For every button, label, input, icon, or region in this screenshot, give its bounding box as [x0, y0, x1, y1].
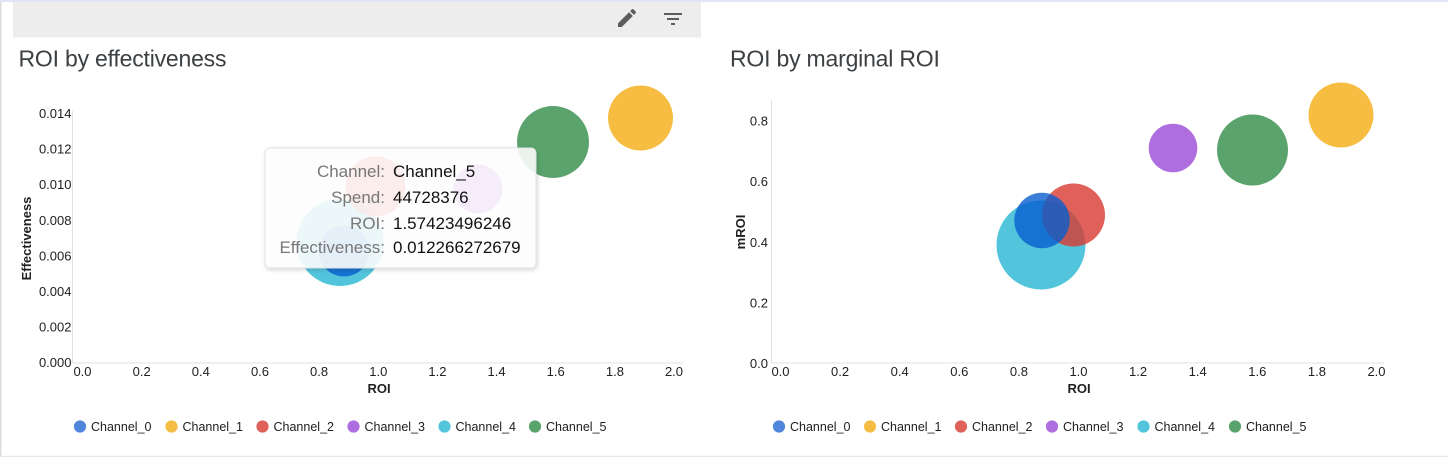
svg-text:0.4: 0.4 — [891, 364, 909, 379]
svg-text:0.014: 0.014 — [39, 106, 72, 121]
svg-text:Channel_5: Channel_5 — [546, 420, 607, 434]
svg-text:Channel_5: Channel_5 — [393, 162, 475, 181]
svg-text:44728376: 44728376 — [393, 188, 469, 207]
svg-text:Spend:: Spend: — [331, 188, 385, 207]
svg-text:0.0: 0.0 — [771, 364, 789, 379]
svg-text:0.008: 0.008 — [39, 213, 72, 228]
svg-text:0.012266272679: 0.012266272679 — [393, 238, 521, 257]
svg-text:0.0: 0.0 — [73, 364, 91, 379]
svg-text:0.2: 0.2 — [133, 364, 151, 379]
svg-text:Channel_1: Channel_1 — [183, 420, 244, 434]
svg-text:0.004: 0.004 — [39, 284, 72, 299]
svg-text:0.0: 0.0 — [750, 356, 768, 371]
svg-text:Channel_5: Channel_5 — [1246, 420, 1307, 434]
svg-text:Channel_3: Channel_3 — [1063, 420, 1124, 434]
svg-text:1.4: 1.4 — [1189, 364, 1207, 379]
svg-text:Effectiveness:: Effectiveness: — [279, 238, 385, 257]
svg-text:0.2: 0.2 — [831, 364, 849, 379]
svg-text:0.002: 0.002 — [39, 320, 72, 335]
svg-text:0.6: 0.6 — [950, 364, 968, 379]
svg-text:1.0: 1.0 — [1069, 364, 1087, 379]
svg-text:ROI by marginal ROI: ROI by marginal ROI — [730, 46, 940, 72]
svg-text:Channel_4: Channel_4 — [456, 420, 517, 434]
svg-text:ROI: ROI — [367, 381, 390, 396]
svg-text:0.4: 0.4 — [192, 364, 210, 379]
svg-text:1.2: 1.2 — [1129, 364, 1147, 379]
svg-text:ROI by effectiveness: ROI by effectiveness — [19, 46, 227, 72]
svg-text:0.000: 0.000 — [39, 355, 72, 370]
svg-text:1.6: 1.6 — [547, 364, 565, 379]
svg-text:1.8: 1.8 — [1308, 364, 1326, 379]
svg-text:Channel_2: Channel_2 — [274, 420, 335, 434]
svg-text:2.0: 2.0 — [1367, 364, 1385, 379]
svg-text:Channel_2: Channel_2 — [972, 420, 1033, 434]
svg-text:Channel_4: Channel_4 — [1155, 420, 1216, 434]
svg-text:Channel_3: Channel_3 — [365, 420, 426, 434]
svg-text:Channel_0: Channel_0 — [790, 420, 851, 434]
svg-text:0.8: 0.8 — [310, 364, 328, 379]
svg-text:Channel_0: Channel_0 — [91, 420, 152, 434]
svg-text:0.6: 0.6 — [750, 174, 768, 189]
svg-text:Effectiveness: Effectiveness — [19, 197, 34, 281]
svg-text:0.010: 0.010 — [39, 177, 72, 192]
svg-text:Channel_1: Channel_1 — [881, 420, 942, 434]
svg-text:0.8: 0.8 — [1010, 364, 1028, 379]
svg-text:Channel:: Channel: — [317, 162, 385, 181]
svg-text:1.57423496246: 1.57423496246 — [393, 214, 511, 233]
svg-text:mROI: mROI — [733, 215, 748, 250]
svg-text:0.4: 0.4 — [750, 235, 768, 250]
svg-text:1.2: 1.2 — [428, 364, 446, 379]
svg-text:ROI: ROI — [1067, 381, 1090, 396]
svg-text:ROI:: ROI: — [350, 214, 385, 233]
svg-text:0.2: 0.2 — [750, 296, 768, 311]
svg-text:0.8: 0.8 — [750, 113, 768, 128]
svg-text:2.0: 2.0 — [665, 364, 683, 379]
svg-text:1.0: 1.0 — [369, 364, 387, 379]
svg-text:1.6: 1.6 — [1248, 364, 1266, 379]
svg-text:1.4: 1.4 — [488, 364, 506, 379]
svg-text:0.012: 0.012 — [39, 142, 72, 157]
svg-text:0.006: 0.006 — [39, 248, 72, 263]
svg-text:1.8: 1.8 — [606, 364, 624, 379]
svg-text:0.6: 0.6 — [251, 364, 269, 379]
